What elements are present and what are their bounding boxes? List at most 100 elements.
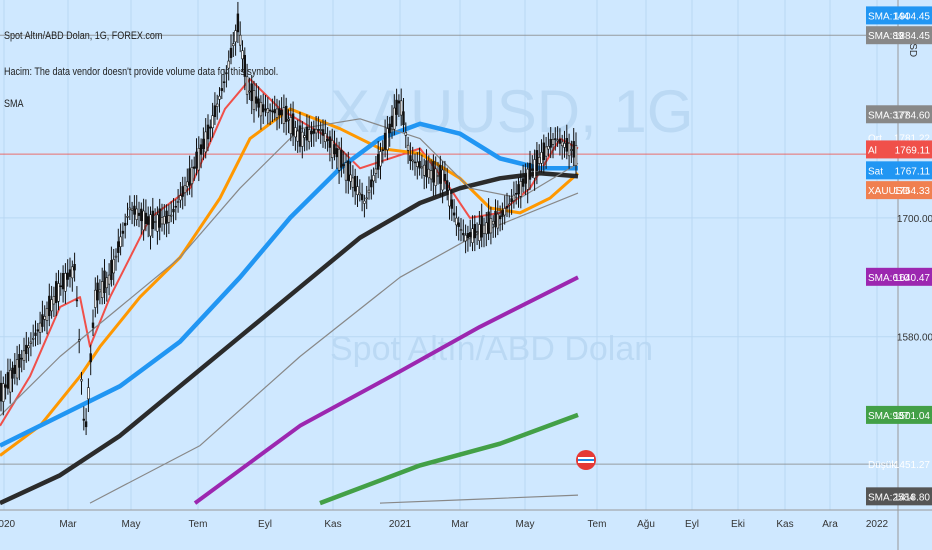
candle-body [406, 144, 410, 151]
candle-body [206, 124, 210, 140]
candle-body [521, 178, 525, 187]
price-tag-bg [866, 105, 932, 124]
candle-body [390, 115, 394, 128]
candle-body [179, 195, 182, 201]
candle-body [259, 101, 263, 117]
candle-body [199, 144, 203, 155]
price-tag-value: 1764.33 [894, 186, 931, 197]
price-tag-label: SMA:144 [868, 11, 910, 22]
candle-body [457, 222, 460, 227]
candle-body [163, 216, 166, 225]
candle-body [57, 283, 60, 302]
candle-body [494, 210, 497, 227]
candle-body [176, 201, 180, 203]
candle-body [524, 174, 527, 184]
symbol-title[interactable]: Spot Altın/ABD Dolan, 1G, FOREX.com [4, 30, 163, 42]
candle-body [15, 359, 19, 379]
candle-body [222, 81, 226, 84]
candle-body [498, 215, 502, 220]
candle-body [71, 266, 74, 279]
candle-body [397, 100, 401, 104]
candle-body [342, 164, 345, 166]
y-tick-label: 1700.00 [897, 214, 932, 225]
price-tags: SMA:1441904.45SMA:891884.45SMA:3771784.6… [866, 6, 932, 506]
candle-body [140, 208, 143, 222]
candle-body [213, 105, 217, 117]
candle-body [170, 214, 173, 217]
x-tick-label: Kas [324, 519, 341, 530]
price-tag-value: 1767.11 [895, 166, 931, 177]
candle-body [137, 212, 141, 216]
price-tag-label: Al [868, 145, 877, 156]
candle-body [305, 126, 309, 141]
candle-body [367, 189, 371, 194]
candle-body [202, 138, 205, 149]
candle-body [471, 228, 474, 244]
candle-body [482, 224, 486, 234]
candle-body [2, 383, 5, 402]
candle-body [34, 332, 37, 336]
candle-body [347, 160, 350, 181]
candle-body [41, 314, 44, 327]
candle-body [96, 282, 99, 301]
candle-body [101, 281, 104, 298]
price-axis[interactable]: 1700.00 1580.00 [897, 214, 932, 344]
candle-body [379, 151, 382, 167]
candle-body [280, 109, 283, 116]
candle-body [218, 95, 221, 100]
candle-body [195, 151, 198, 169]
candle-body [333, 144, 336, 155]
candle-body [531, 168, 534, 171]
candle-body [321, 129, 325, 136]
candle-body [232, 43, 235, 46]
candle-body [241, 50, 244, 60]
candle-body [422, 164, 426, 176]
candle-body [89, 353, 92, 363]
candle-body [489, 218, 493, 234]
candle-body [296, 130, 299, 142]
candle-body [340, 149, 343, 168]
candle-body [68, 269, 72, 277]
candle-body [29, 341, 33, 344]
candle-body [105, 277, 109, 289]
candle-body [294, 127, 297, 138]
candle-body [551, 139, 555, 145]
candle-body [255, 96, 258, 104]
candle-body [167, 215, 171, 223]
candle-body [36, 329, 40, 332]
horizontal-levels [0, 34, 898, 465]
candle-body [365, 197, 368, 200]
candle-body [519, 181, 523, 197]
candle-body [427, 168, 430, 179]
candle-body [466, 233, 470, 239]
candle-body [358, 192, 361, 196]
candle-body [335, 148, 338, 158]
price-tag-label: Ort [868, 133, 882, 144]
price-tag-label: SMA:89 [868, 31, 904, 42]
candle-body [512, 194, 516, 202]
candle-body [448, 189, 451, 207]
candle-body [443, 173, 447, 181]
candle-body [420, 166, 424, 169]
candle-body [22, 350, 26, 361]
candle-body [514, 193, 518, 195]
time-axis[interactable]: 2020 Mar May Tem Eyl Kas 2021 Mar May Tem Ağu Eyl Ek… [0, 519, 889, 530]
candle-body [245, 76, 249, 95]
price-tag-label: XAUUSD [868, 186, 910, 197]
candle-body [445, 180, 449, 192]
candle-body [64, 273, 67, 292]
flag-icon[interactable] [576, 450, 596, 470]
candle-body [9, 369, 12, 393]
currency-label: USD [907, 36, 918, 57]
x-tick-label: May [516, 519, 535, 530]
candle-body [61, 273, 65, 290]
candle-body [317, 129, 320, 131]
indicator-label[interactable]: SMA [4, 98, 24, 110]
candle-body [239, 34, 242, 46]
price-tag-bg [866, 140, 932, 159]
candle-body [351, 177, 355, 188]
candle-body [528, 162, 532, 180]
candle-body [468, 232, 472, 238]
